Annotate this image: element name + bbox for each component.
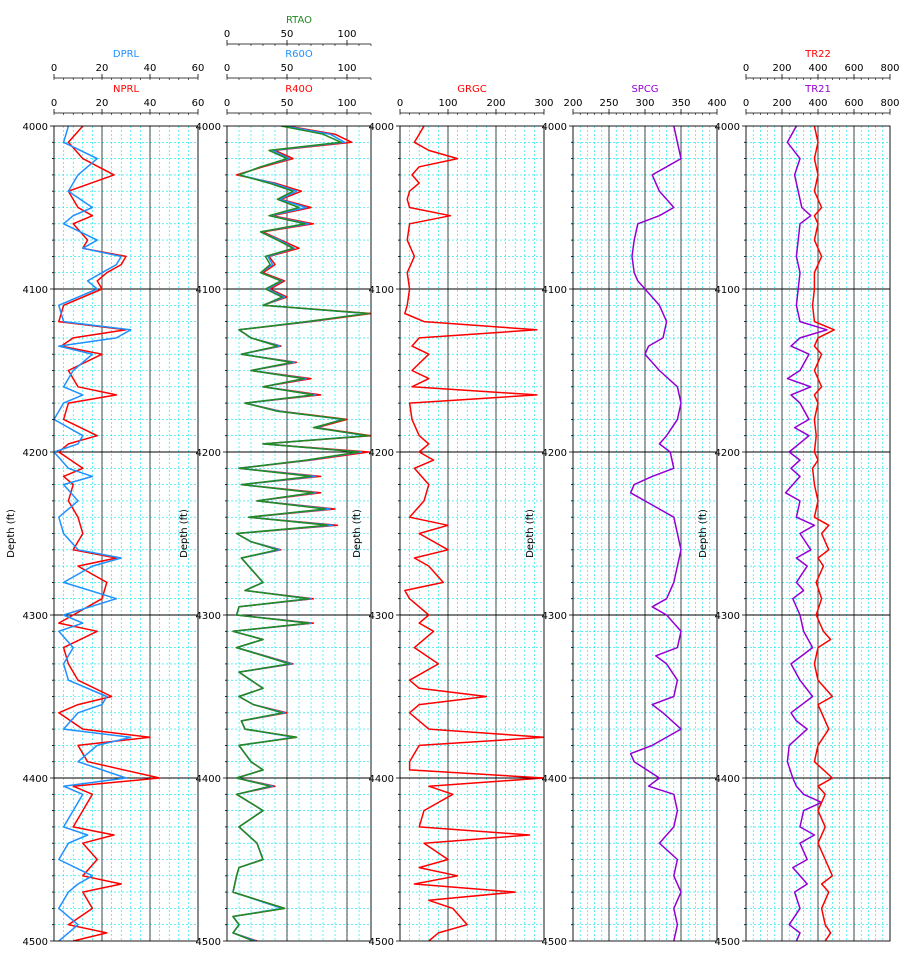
track-frame bbox=[226, 125, 372, 942]
curve-axis-tick-label: 0 bbox=[51, 63, 57, 74]
curve-axis-tick-label: 0 bbox=[224, 98, 230, 109]
curve-axis-tick-label: 300 bbox=[635, 98, 654, 109]
curve-axis-tick-label: 600 bbox=[844, 63, 863, 74]
curve-axis-tick-label: 800 bbox=[880, 98, 899, 109]
depth-tick-label: 4400 bbox=[369, 774, 394, 785]
curve-axis-tick-label: 100 bbox=[337, 29, 356, 40]
depth-tick-label: 4500 bbox=[196, 937, 221, 948]
track-frame bbox=[53, 125, 199, 942]
curve-name-label: R40O bbox=[285, 84, 313, 95]
curve-axis-tick-label: 200 bbox=[772, 98, 791, 109]
depth-tick-label: 4300 bbox=[196, 611, 221, 622]
curve-axis-tick-label: 50 bbox=[281, 63, 294, 74]
curve-tr22 bbox=[811, 126, 835, 941]
curve-name-label: TR21 bbox=[804, 84, 831, 95]
depth-tick-label: 4400 bbox=[196, 774, 221, 785]
depth-tick-label: 4100 bbox=[715, 285, 740, 296]
depth-tick-label: 4500 bbox=[23, 937, 48, 948]
track-frame bbox=[745, 125, 891, 942]
curve-name-label: DPRL bbox=[113, 49, 140, 60]
curve-axis-tick-label: 350 bbox=[671, 98, 690, 109]
curve-nprl bbox=[58, 126, 161, 941]
curve-axis-tick-label: 400 bbox=[808, 98, 827, 109]
depth-tick-label: 4500 bbox=[542, 937, 567, 948]
depth-tick-label: 4300 bbox=[715, 611, 740, 622]
curve-axis-tick-label: 250 bbox=[599, 98, 618, 109]
depth-tick-label: 4300 bbox=[369, 611, 394, 622]
depth-tick-label: 4200 bbox=[369, 448, 394, 459]
depth-tick-label: 4100 bbox=[23, 285, 48, 296]
depth-tick-label: 4100 bbox=[369, 285, 394, 296]
depth-tick-label: 4000 bbox=[369, 122, 394, 133]
curve-axis-tick-label: 400 bbox=[808, 63, 827, 74]
depth-axis-label: Depth (ft) bbox=[525, 509, 536, 558]
curve-grgc bbox=[404, 126, 544, 941]
curve-axis-tick-label: 0 bbox=[224, 29, 230, 40]
depth-axis-label: Depth (ft) bbox=[698, 509, 709, 558]
curve-r40o bbox=[232, 126, 371, 941]
depth-tick-label: 4500 bbox=[369, 937, 394, 948]
depth-tick-label: 4000 bbox=[542, 122, 567, 133]
track-frame bbox=[572, 125, 718, 942]
curve-axis-tick-label: 0 bbox=[743, 98, 749, 109]
curve-name-label: NPRL bbox=[113, 84, 139, 95]
depth-tick-label: 4000 bbox=[715, 122, 740, 133]
curve-name-label: R60O bbox=[285, 49, 313, 60]
curve-spcg bbox=[629, 126, 682, 941]
curve-axis-tick-label: 50 bbox=[281, 98, 294, 109]
depth-tick-label: 4300 bbox=[542, 611, 567, 622]
depth-tick-label: 4400 bbox=[715, 774, 740, 785]
depth-tick-label: 4500 bbox=[715, 937, 740, 948]
curve-axis-tick-label: 200 bbox=[563, 98, 582, 109]
depth-tick-label: 4300 bbox=[23, 611, 48, 622]
curve-axis-tick-label: 20 bbox=[96, 63, 109, 74]
curve-axis-tick-label: 300 bbox=[534, 98, 553, 109]
depth-tick-label: 4200 bbox=[715, 448, 740, 459]
curve-axis-tick-label: 400 bbox=[707, 98, 726, 109]
curve-rtao bbox=[232, 126, 370, 941]
curve-name-label: GRGC bbox=[457, 84, 486, 95]
depth-tick-label: 4100 bbox=[542, 285, 567, 296]
curve-axis-tick-label: 100 bbox=[337, 98, 356, 109]
depth-axis-label: Depth (ft) bbox=[179, 509, 190, 558]
curve-axis-tick-label: 20 bbox=[96, 98, 109, 109]
curve-axis-tick-label: 0 bbox=[397, 98, 403, 109]
depth-tick-label: 4400 bbox=[542, 774, 567, 785]
curve-axis-tick-label: 60 bbox=[192, 63, 205, 74]
curve-axis-tick-label: 50 bbox=[281, 29, 294, 40]
curve-name-label: RTAO bbox=[286, 15, 312, 26]
curve-name-label: TR22 bbox=[804, 49, 831, 60]
curve-tr21 bbox=[784, 126, 828, 941]
depth-tick-label: 4000 bbox=[196, 122, 221, 133]
curve-axis-tick-label: 0 bbox=[51, 98, 57, 109]
curve-axis-tick-label: 200 bbox=[772, 63, 791, 74]
curve-axis-tick-label: 0 bbox=[224, 63, 230, 74]
curve-name-label: SPCG bbox=[631, 84, 658, 95]
depth-tick-label: 4200 bbox=[196, 448, 221, 459]
depth-tick-label: 4200 bbox=[542, 448, 567, 459]
depth-axis-label: Depth (ft) bbox=[6, 509, 17, 558]
depth-tick-label: 4200 bbox=[23, 448, 48, 459]
curve-axis-tick-label: 40 bbox=[144, 63, 157, 74]
curve-dprl bbox=[54, 126, 132, 941]
curve-axis-tick-label: 60 bbox=[192, 98, 205, 109]
curve-axis-tick-label: 200 bbox=[486, 98, 505, 109]
depth-tick-label: 4400 bbox=[23, 774, 48, 785]
curve-axis-tick-label: 100 bbox=[438, 98, 457, 109]
curve-axis-tick-label: 600 bbox=[844, 98, 863, 109]
curve-axis-tick-label: 0 bbox=[743, 63, 749, 74]
curve-axis-tick-label: 100 bbox=[337, 63, 356, 74]
depth-axis-label: Depth (ft) bbox=[352, 509, 363, 558]
curve-axis-tick-label: 800 bbox=[880, 63, 899, 74]
depth-tick-label: 4000 bbox=[23, 122, 48, 133]
curve-axis-tick-label: 40 bbox=[144, 98, 157, 109]
depth-tick-label: 4100 bbox=[196, 285, 221, 296]
track-frame bbox=[399, 125, 545, 942]
